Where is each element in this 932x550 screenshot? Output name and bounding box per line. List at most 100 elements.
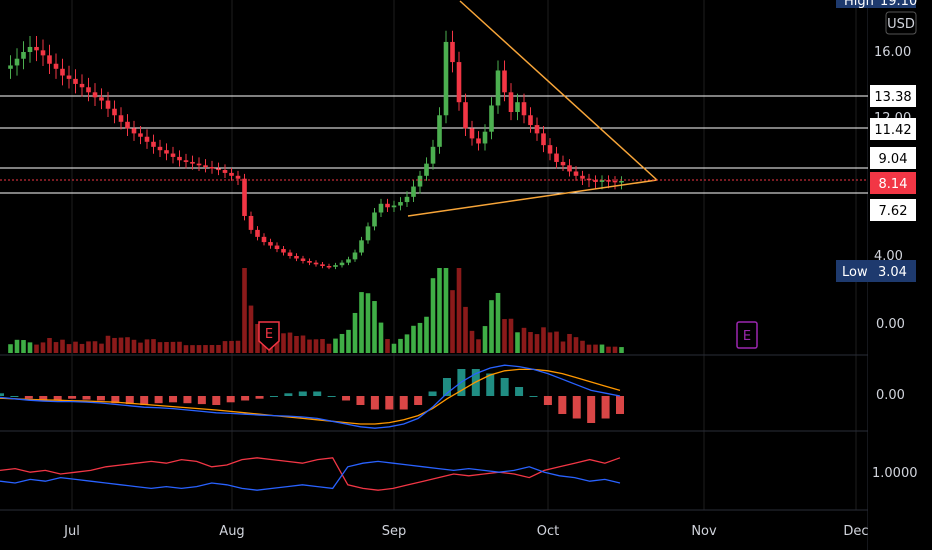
macd-histogram-bar (529, 396, 538, 397)
candle-body (300, 258, 306, 261)
macd-histogram-bar (125, 396, 134, 405)
candle-body (521, 102, 527, 116)
volume-bar (92, 341, 98, 353)
time-axis[interactable]: Jul Aug Sep Oct Nov Dec (63, 524, 868, 539)
volume-bar (424, 316, 429, 353)
macd-histogram-bar (500, 378, 509, 396)
candle-body (528, 115, 533, 126)
candle-body (66, 75, 72, 79)
volume-bar (567, 333, 572, 353)
macd-histogram-bar (298, 391, 307, 396)
level-tag (870, 118, 916, 140)
volume-bar (235, 340, 241, 353)
volume-bar (619, 347, 624, 353)
macd-histogram-bar (53, 396, 62, 401)
candle-body (27, 46, 33, 52)
macd-histogram-bar (385, 396, 394, 410)
candle-body (268, 242, 273, 246)
triangle-pattern[interactable] (407, 0, 658, 217)
currency-button[interactable] (885, 11, 917, 35)
volume-bar (365, 293, 371, 353)
macd-histogram-bar (414, 396, 423, 405)
volume-bar (170, 341, 176, 353)
macd-histogram-bar (24, 396, 33, 399)
candle-body (424, 163, 429, 176)
candle-body (456, 62, 462, 103)
volume-bar (320, 339, 325, 353)
candle-body (411, 186, 416, 197)
candle-body (92, 92, 98, 98)
candle-body (417, 175, 423, 187)
candle-body (560, 161, 566, 166)
price-axis[interactable]: High 19.10 USD 16.00 12.00 4.00 13.38 11… (836, 0, 932, 550)
candle-body (502, 70, 507, 93)
candle-body (359, 240, 364, 253)
candle-body (430, 146, 436, 164)
macd-histogram-bar (313, 391, 322, 396)
candle-body (606, 180, 611, 182)
candle-body (112, 108, 117, 116)
volume-series (8, 268, 624, 353)
volume-bar (333, 338, 338, 353)
candle-body (177, 156, 182, 161)
candle-body (476, 138, 481, 144)
macd-histogram-bar (68, 396, 77, 399)
macd-histogram-bar (154, 396, 163, 404)
volume-bar (66, 344, 72, 353)
volume-bar (352, 312, 358, 353)
candle-body (541, 133, 546, 146)
volume-bar (586, 344, 592, 353)
volume-bar (372, 301, 377, 353)
candle-body (118, 115, 124, 122)
candle-body (515, 102, 520, 112)
candle-body (534, 125, 540, 134)
time-tick: Aug (219, 524, 244, 539)
earnings-marker-nov[interactable]: E (736, 321, 758, 349)
macd-histogram-bar (183, 396, 192, 404)
price-tick: 16.00 (874, 45, 911, 60)
volume-bar (560, 341, 566, 353)
candle-body (352, 252, 358, 260)
earnings-marker-aug[interactable]: E (258, 321, 280, 352)
candle-body (151, 141, 156, 147)
volume-bar (469, 330, 475, 353)
volume-bar (86, 341, 91, 353)
volume-bar (378, 322, 384, 353)
candle-body (105, 100, 111, 109)
candle-body (469, 128, 475, 139)
volume-bar (476, 339, 481, 353)
level-tag (870, 199, 916, 221)
macd-signal-line (0, 368, 621, 425)
macd-histogram-bar (572, 396, 581, 419)
low-tag (836, 260, 916, 282)
macd-histogram-bar (10, 396, 19, 397)
volume-bar (346, 329, 351, 353)
volume-bar (138, 342, 143, 353)
candle-body (242, 178, 247, 216)
earnings-label: E (743, 329, 751, 344)
candlestick-series (8, 30, 624, 270)
volume-bar (502, 319, 507, 353)
candle-body (229, 172, 234, 176)
macd-histogram-bar (269, 396, 278, 397)
volume-bar (456, 268, 462, 353)
candle-body (281, 249, 286, 253)
candle-body (320, 264, 325, 266)
volume-bar (287, 332, 293, 353)
volume-bar (40, 342, 46, 353)
candle-body (391, 205, 397, 208)
volume-bar (495, 292, 501, 353)
macd-histogram-bar (558, 396, 567, 414)
volume-bar (437, 268, 442, 353)
candle-body (437, 115, 442, 147)
volume-bar (131, 339, 137, 353)
candle-body (86, 87, 91, 93)
candle-body (482, 131, 488, 144)
volume-bar (8, 344, 13, 353)
candle-body (8, 65, 13, 69)
volume-bar (216, 344, 221, 353)
macd-histogram-bar (428, 391, 437, 396)
candle-body (372, 212, 377, 227)
